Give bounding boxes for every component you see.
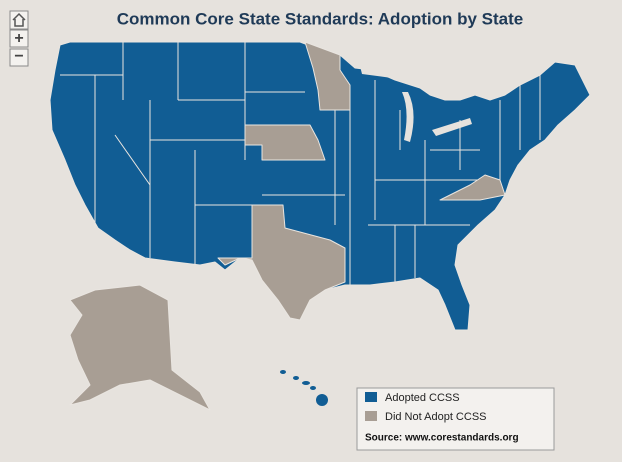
map-controls: + − [9, 10, 29, 67]
us-map [49, 41, 591, 411]
hawaii [280, 370, 328, 406]
island [280, 370, 286, 374]
zoom-out-button[interactable] [9, 48, 29, 67]
legend: Adopted CCSS Did Not Adopt CCSS Source: … [356, 387, 555, 451]
legend-label: Did Not Adopt CCSS [385, 411, 487, 423]
state-not-adopted [217, 204, 346, 321]
zoom-in-button[interactable] [9, 29, 29, 48]
island [302, 381, 310, 385]
home-icon [12, 12, 26, 27]
zoom-out-label: − [14, 48, 23, 65]
state-not-adopted [69, 284, 211, 411]
island [310, 386, 316, 390]
source-note: Source: www.corestandards.org [365, 433, 519, 444]
legend-swatch [365, 411, 377, 421]
continental-us [49, 41, 591, 331]
legend-box [356, 387, 555, 451]
state-borders [60, 42, 541, 285]
state-not-adopted [244, 124, 326, 161]
lake [402, 92, 414, 142]
lake [432, 118, 472, 136]
island [316, 394, 328, 406]
legend-swatch [365, 392, 377, 402]
map-title: Common Core State Standards: Adoption by… [117, 9, 523, 28]
lake [360, 66, 395, 78]
state-not-adopted [439, 174, 506, 201]
legend-label: Adopted CCSS [385, 392, 460, 404]
zoom-in-label: + [14, 30, 23, 47]
island [293, 376, 299, 380]
state-not-adopted [304, 41, 351, 111]
